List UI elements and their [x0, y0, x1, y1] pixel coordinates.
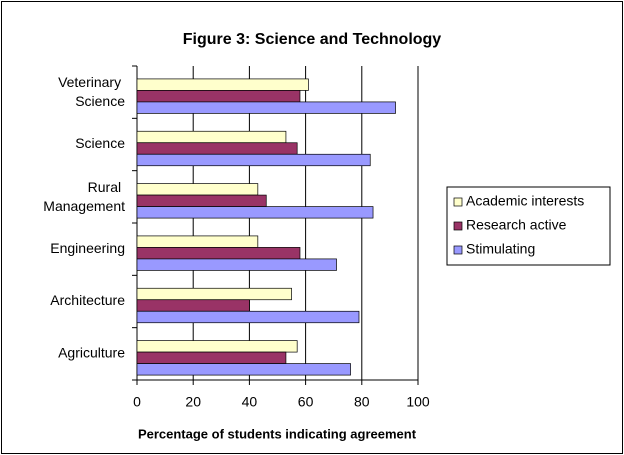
bar: [136, 183, 259, 196]
x-tick-label: 20: [185, 394, 201, 410]
bar: [136, 299, 250, 312]
bar: [136, 247, 301, 260]
x-tick-label: 40: [242, 394, 258, 410]
x-axis-label: Percentage of students indicating agreem…: [138, 426, 417, 441]
bar: [136, 363, 351, 376]
bar: [136, 351, 287, 364]
bar: [136, 258, 337, 271]
y-tick-label: Architecture: [50, 292, 125, 308]
y-tick-label-line: Management: [43, 198, 125, 214]
y-tick-label: Science: [75, 135, 125, 151]
legend-swatch: [453, 245, 463, 255]
bar: [136, 153, 371, 167]
bar: [136, 194, 267, 207]
bar: [136, 235, 259, 248]
x-tick-label: 60: [298, 394, 314, 410]
y-tick-label-line: Science: [75, 93, 125, 109]
y-tick-label: Veterinary Science: [58, 74, 125, 109]
bar: [136, 310, 360, 324]
bar: [136, 130, 287, 144]
bar: [136, 287, 292, 301]
bar: [136, 142, 298, 155]
x-tick-label: 100: [406, 394, 430, 410]
x-tick-label: 80: [354, 394, 370, 410]
legend-swatch: [453, 221, 463, 231]
chart-title: Figure 3: Science and Technology: [183, 31, 442, 48]
bar: [136, 340, 298, 353]
bar: [136, 78, 309, 91]
y-tick-label: Rural Management: [43, 179, 125, 214]
bar: [136, 90, 301, 103]
y-tick-label: Agriculture: [58, 345, 125, 361]
plot-area: [137, 66, 418, 380]
bar: [136, 206, 374, 219]
legend-swatch: [453, 197, 463, 207]
x-tick-label: 0: [133, 394, 141, 410]
legend-label: Academic interests: [466, 193, 584, 209]
y-tick-label-line: Rural: [88, 179, 125, 195]
bar: [136, 101, 396, 114]
legend: [446, 186, 611, 266]
legend-label: Research active: [466, 217, 567, 233]
y-tick-label-line: Veterinary: [58, 74, 125, 90]
legend-label: Stimulating: [466, 241, 535, 257]
y-tick-label: Engineering: [50, 240, 125, 256]
